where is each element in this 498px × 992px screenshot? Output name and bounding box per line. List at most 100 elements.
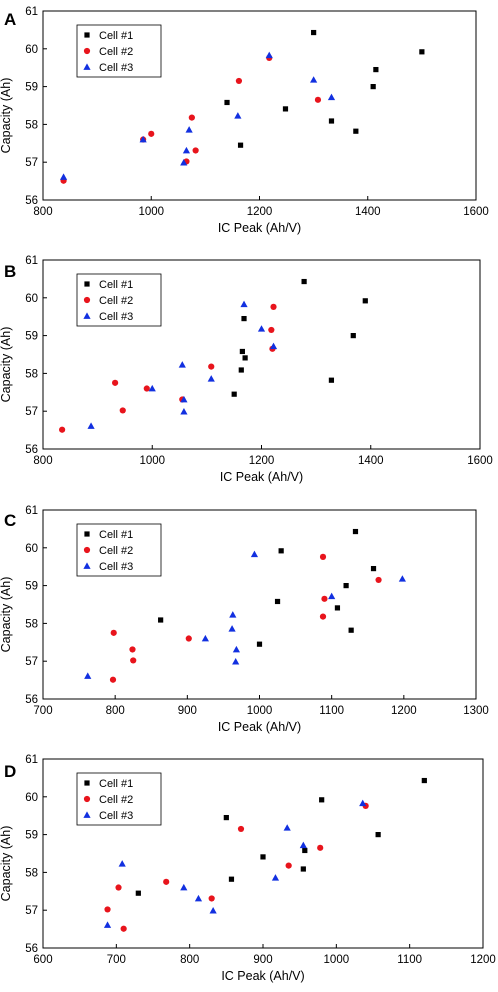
legend-marker xyxy=(83,546,91,554)
y-tick-label: 58 xyxy=(25,368,38,380)
y-axis-label: Capacity (Ah) xyxy=(0,78,13,154)
data-point-circle xyxy=(129,646,136,653)
y-tick-label: 61 xyxy=(25,6,38,18)
data-point-circle xyxy=(317,844,324,851)
legend-label: Cell #2 xyxy=(99,545,133,557)
data-point-square xyxy=(256,641,263,647)
data-point-triangle xyxy=(103,921,112,928)
data-point-triangle xyxy=(209,906,217,914)
legend-marker xyxy=(83,296,91,304)
legend-label: Cell #2 xyxy=(99,295,133,307)
x-tick-label: 1200 xyxy=(247,206,273,218)
y-tick-label: 59 xyxy=(25,82,38,94)
data-point-square xyxy=(231,391,237,397)
data-point-triangle xyxy=(180,158,188,166)
x-axis-label: IC Peak (Ah/V) xyxy=(218,221,301,235)
x-axis-label: IC Peak (Ah/V) xyxy=(220,470,303,484)
data-point-triangle xyxy=(229,611,237,618)
data-point-square xyxy=(328,377,335,383)
legend-marker xyxy=(84,281,90,287)
legend-label: Cell #3 xyxy=(99,810,133,822)
legend-marker xyxy=(84,32,90,38)
data-point-square xyxy=(419,49,425,55)
data-point-triangle xyxy=(194,894,203,902)
legend-box xyxy=(76,772,162,826)
chart-panel-a: A 800 1000 1200 1400 1600 56 57 58 59 60 61 IC Peak … xyxy=(0,6,489,235)
legend-box xyxy=(76,24,162,78)
data-point-square xyxy=(228,876,235,882)
legend-marker xyxy=(83,795,91,803)
legend-box xyxy=(76,273,162,327)
data-point-triangle xyxy=(180,407,188,415)
data-point-square xyxy=(282,106,289,112)
x-tick-label: 1200 xyxy=(470,954,496,966)
data-point-triangle xyxy=(185,126,193,133)
panel-label: A xyxy=(4,10,16,29)
legend-marker xyxy=(83,63,91,70)
data-point-triangle xyxy=(182,146,191,154)
data-point-triangle xyxy=(139,135,147,143)
y-tick-label: 59 xyxy=(25,331,38,343)
legend-box xyxy=(76,523,162,577)
data-point-triangle xyxy=(359,799,367,807)
legend-label: Cell #3 xyxy=(99,62,133,74)
data-point-circle xyxy=(285,862,292,869)
data-point-triangle xyxy=(232,657,240,665)
x-tick-label: 900 xyxy=(253,954,272,966)
data-point-triangle xyxy=(207,375,215,382)
legend-label: Cell #2 xyxy=(99,794,133,806)
x-tick-label: 1100 xyxy=(319,705,344,717)
x-tick-label: 1000 xyxy=(138,206,164,218)
data-point-square xyxy=(375,832,381,838)
legend-label: Cell #2 xyxy=(99,46,133,58)
data-point-square xyxy=(223,814,229,821)
data-point-circle xyxy=(120,925,127,932)
y-tick-label: 57 xyxy=(25,656,38,668)
data-point-square xyxy=(334,605,341,611)
legend-marker xyxy=(83,47,91,55)
x-tick-label: 1400 xyxy=(355,206,381,218)
x-tick-label: 800 xyxy=(33,455,52,467)
y-tick-label: 56 xyxy=(25,943,38,955)
data-point-triangle xyxy=(327,93,336,101)
data-point-triangle xyxy=(201,634,209,642)
data-point-square xyxy=(370,565,377,572)
data-point-circle xyxy=(321,595,328,602)
data-point-square xyxy=(343,583,349,589)
data-point-triangle xyxy=(148,384,156,392)
data-point-triangle xyxy=(232,645,241,653)
data-point-square xyxy=(158,617,164,623)
data-point-circle xyxy=(109,676,117,683)
data-point-triangle xyxy=(398,575,406,582)
data-point-square xyxy=(352,528,359,535)
legend-label: Cell #3 xyxy=(99,311,133,323)
data-point-triangle xyxy=(310,76,318,83)
legend-marker xyxy=(83,562,91,569)
data-point-triangle xyxy=(180,395,188,403)
x-tick-label: 1600 xyxy=(467,455,493,467)
data-point-square xyxy=(242,355,248,361)
y-tick-label: 56 xyxy=(25,694,38,706)
chart-panel-c: C 700 800 900 1000 1100 1200 1300 56 57 58 59 60 61 IC… xyxy=(0,505,489,734)
data-point-circle xyxy=(208,895,215,902)
y-tick-label: 59 xyxy=(25,581,38,593)
legend-marker xyxy=(83,811,91,818)
data-point-circle xyxy=(110,629,117,636)
data-point-circle xyxy=(268,326,275,334)
x-tick-label: 900 xyxy=(178,705,197,717)
data-point-triangle xyxy=(271,874,280,881)
data-point-circle xyxy=(208,363,215,370)
legend-marker xyxy=(83,312,91,319)
data-point-circle xyxy=(163,878,170,885)
y-tick-label: 56 xyxy=(25,444,38,456)
legend-marker xyxy=(84,780,90,786)
data-point-square xyxy=(328,118,335,124)
data-point-circle xyxy=(148,130,155,137)
legend-label: Cell #1 xyxy=(99,778,133,790)
data-point-square xyxy=(350,333,356,339)
panel-label: B xyxy=(4,262,16,281)
x-tick-label: 1000 xyxy=(247,705,273,717)
y-tick-label: 57 xyxy=(25,406,38,418)
data-point-square xyxy=(353,128,359,134)
x-tick-label: 1200 xyxy=(249,455,275,467)
